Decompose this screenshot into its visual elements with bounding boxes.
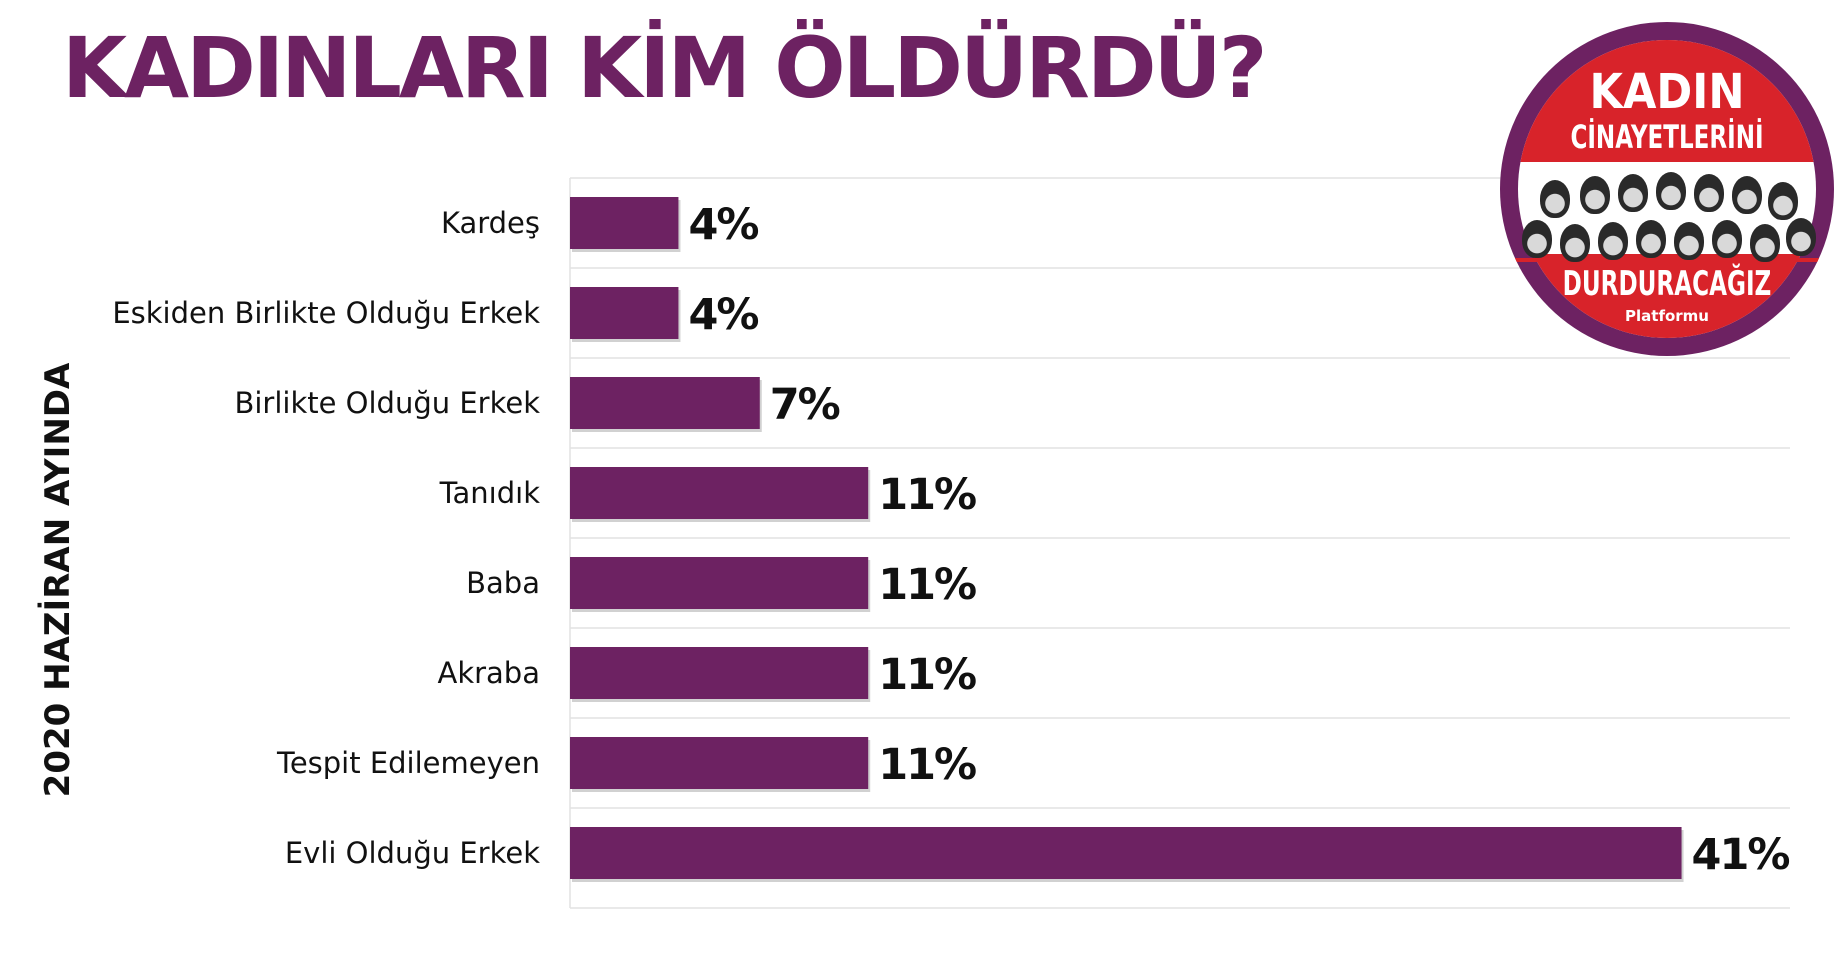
value-label: 4%	[688, 200, 758, 250]
bar	[570, 647, 869, 699]
logo-line-4: Platformu	[1625, 307, 1709, 325]
face-icon	[1618, 174, 1648, 212]
value-label: 7%	[770, 380, 840, 430]
face-icon	[1674, 222, 1704, 260]
face-icon	[1560, 224, 1590, 262]
face-icon	[1732, 176, 1762, 214]
category-label: Kardeş	[441, 206, 540, 240]
logo-red-top	[1518, 40, 1816, 162]
face-icon	[1750, 224, 1780, 262]
face-icon	[1656, 172, 1686, 210]
value-label: 4%	[688, 290, 758, 340]
face-icon	[1712, 220, 1742, 258]
bar	[570, 827, 1682, 879]
bar	[570, 557, 869, 609]
face-icon	[1786, 218, 1816, 256]
value-label: 11%	[878, 470, 976, 520]
value-label: 41%	[1692, 830, 1790, 880]
logo-line-3: DURDURACAĞIZ	[1562, 264, 1772, 304]
logo-faces	[1500, 172, 1834, 282]
bar	[570, 197, 679, 249]
logo-stripe	[1500, 258, 1834, 262]
value-label: 11%	[878, 740, 976, 790]
category-label: Tanıdık	[439, 476, 541, 510]
bar	[570, 737, 869, 789]
logo-line-2: CİNAYETLERİNİ	[1570, 118, 1764, 156]
face-icon	[1522, 220, 1552, 258]
page-title: KADINLARI KİM ÖLDÜRDÜ?	[62, 19, 1267, 117]
face-icon	[1694, 174, 1724, 212]
face-icon	[1580, 176, 1610, 214]
face-icon	[1768, 182, 1798, 220]
category-label: Baba	[466, 566, 540, 600]
value-label: 11%	[878, 650, 976, 700]
category-label: Evli Olduğu Erkek	[285, 836, 540, 870]
bar	[570, 287, 679, 339]
category-label: Birlikte Olduğu Erkek	[234, 386, 540, 420]
face-icon	[1598, 222, 1628, 260]
category-label: Eskiden Birlikte Olduğu Erkek	[112, 296, 540, 330]
logo-red-bottom	[1518, 254, 1816, 338]
bar-layer	[570, 197, 1684, 882]
platform-logo: KADIN CİNAYETLERİNİ DURDURACAĞIZ Platfor…	[1500, 22, 1834, 356]
value-label: 11%	[878, 560, 976, 610]
face-icon	[1636, 220, 1666, 258]
label-layer: Kardeş 4% Eskiden Birlikte Olduğu Erkek 4% B…	[112, 200, 1791, 880]
category-label: Tespit Edilemeyen	[276, 746, 540, 780]
logo-line-1: KADIN	[1589, 64, 1745, 120]
face-icon	[1540, 180, 1570, 218]
category-label: Akraba	[437, 656, 540, 690]
bar	[570, 377, 760, 429]
bar	[570, 467, 869, 519]
